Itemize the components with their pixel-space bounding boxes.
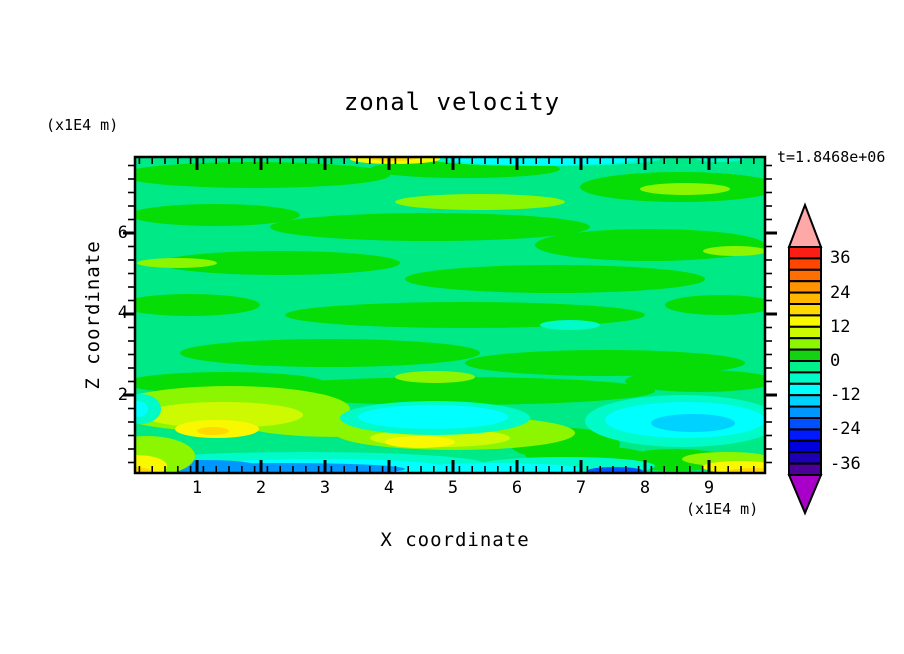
colorbar-tick-label: -12 <box>830 385 861 405</box>
x-tick-label: 1 <box>191 478 203 498</box>
colorbar-tick-label: -36 <box>830 454 861 474</box>
x-tick-label: 9 <box>703 478 715 498</box>
x-tick-label: 7 <box>575 478 587 498</box>
colorbar-tick-label: 0 <box>830 351 841 371</box>
x-axis-title: X coordinate <box>380 529 530 551</box>
colorbar-tick-label: 24 <box>830 283 851 303</box>
chart-title: zonal velocity <box>343 88 561 116</box>
x-axis-units-label: (x1E4 m) <box>686 500 759 518</box>
colorbar <box>787 202 823 516</box>
colorbar-tick-label: 12 <box>830 317 851 337</box>
y-tick-label: 6 <box>117 223 128 243</box>
x-tick-label: 2 <box>255 478 267 498</box>
y-axis-units-label: (x1E4 m) <box>46 116 119 134</box>
contour-field <box>135 157 765 473</box>
y-tick-label: 4 <box>117 303 128 323</box>
y-tick-label: 2 <box>117 385 128 405</box>
contour-plot <box>123 155 777 475</box>
plot-border <box>133 155 767 475</box>
time-annotation: t=1.8468e+06 <box>777 148 886 166</box>
colorbar-tick-label: 36 <box>830 248 851 268</box>
x-tick-label: 6 <box>511 478 523 498</box>
x-tick-label: 8 <box>639 478 651 498</box>
colorbar-tick-label: -24 <box>830 419 861 439</box>
x-tick-label: 5 <box>447 478 459 498</box>
x-tick-label: 4 <box>383 478 395 498</box>
x-tick-label: 3 <box>319 478 331 498</box>
